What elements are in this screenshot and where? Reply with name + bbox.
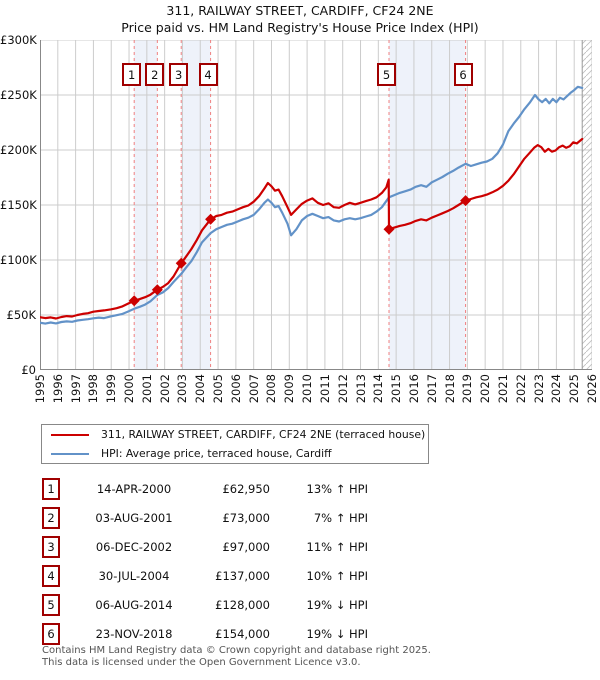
- sale-marker-point: [460, 195, 472, 207]
- table-row: 5 06-AUG-2014 £128,000 19% ↓ HPI: [42, 590, 382, 619]
- sale-hpi-diff: 10% ↑ HPI: [306, 568, 368, 583]
- y-axis-tick-label: £200K: [0, 143, 37, 157]
- x-axis-tick-label: 2024: [549, 374, 564, 404]
- hpi-line-swatch: [51, 452, 89, 455]
- sale-number-box: 6: [453, 63, 473, 86]
- sale-date: 06-AUG-2014: [95, 597, 173, 612]
- sale-price: £137,000: [215, 568, 270, 583]
- x-axis-tick-label: 2008: [264, 374, 279, 404]
- property-series-line: [40, 137, 584, 320]
- table-row: 4 30-JUL-2004 £137,000 10% ↑ HPI: [42, 561, 382, 590]
- sales-table: 1 14-APR-2000 £62,950 13% ↑ HPI 2 03-AUG…: [42, 474, 382, 648]
- property-line-swatch: [51, 433, 89, 436]
- sale-number-badge: 4: [42, 564, 60, 587]
- sale-number-badge: 5: [42, 593, 60, 616]
- x-axis-tick-label: 2023: [531, 374, 546, 404]
- sale-number-badge: 2: [42, 506, 60, 529]
- x-axis-tick-label: 2009: [282, 374, 297, 404]
- footer-line-2: This data is licensed under the Open Gov…: [42, 656, 361, 668]
- y-axis-tick-label: £0: [21, 363, 36, 377]
- x-axis-tick-label: 2025: [567, 374, 582, 404]
- sale-number-box: 1: [122, 63, 142, 86]
- y-axis-tick-label: £150K: [0, 198, 37, 212]
- sale-hpi-diff: 13% ↑ HPI: [306, 481, 368, 496]
- x-axis-tick-label: 2013: [353, 374, 368, 404]
- sale-marker-point: [128, 295, 140, 307]
- x-axis-tick-label: 1998: [86, 374, 101, 404]
- sale-hpi-diff: 19% ↓ HPI: [306, 597, 368, 612]
- x-axis-tick-label: 2002: [157, 374, 172, 404]
- x-axis-tick-label: 2004: [193, 374, 208, 404]
- sale-number-badge: 1: [42, 477, 60, 500]
- x-axis-tick-label: 2016: [406, 374, 421, 404]
- x-axis-tick-label: 1995: [33, 374, 47, 404]
- table-row: 6 23-NOV-2018 £154,000 19% ↓ HPI: [42, 619, 382, 648]
- chart-legend: 311, RAILWAY STREET, CARDIFF, CF24 2NE (…: [41, 424, 429, 464]
- x-axis-tick-label: 2010: [300, 374, 315, 404]
- x-axis-tick-label: 2012: [335, 374, 350, 404]
- sale-marker-point: [175, 257, 187, 269]
- sale-date: 30-JUL-2004: [98, 568, 170, 583]
- sale-hpi-diff: 7% ↑ HPI: [313, 510, 368, 525]
- x-axis-tick-label: 2014: [371, 374, 386, 404]
- x-axis-tick-label: 2015: [389, 374, 404, 404]
- x-axis-tick-label: 2011: [317, 374, 332, 404]
- copyright-footer: Contains HM Land Registry data © Crown c…: [42, 645, 582, 668]
- sale-marker-point: [205, 213, 217, 225]
- sale-date: 23-NOV-2018: [95, 626, 173, 641]
- legend-row-property: 311, RAILWAY STREET, CARDIFF, CF24 2NE (…: [42, 427, 428, 443]
- sale-price: £154,000: [215, 626, 270, 641]
- x-axis-tick-label: 1997: [68, 374, 83, 404]
- sale-date: 06-DEC-2002: [95, 539, 173, 554]
- sale-price: £62,950: [222, 481, 270, 496]
- table-row: 2 03-AUG-2001 £73,000 7% ↑ HPI: [42, 503, 382, 532]
- sale-price: £128,000: [215, 597, 270, 612]
- x-axis-tick-label: 2022: [513, 374, 528, 404]
- x-axis-tick-label: 2000: [122, 374, 137, 404]
- chart-plot-area: [40, 40, 592, 370]
- sale-hpi-diff: 11% ↑ HPI: [306, 539, 368, 554]
- x-axis-tick-label: 2018: [442, 374, 457, 404]
- x-axis-tick-label: 2019: [460, 374, 475, 404]
- x-axis-tick-label: 1999: [104, 374, 119, 404]
- y-axis-tick-label: £300K: [0, 33, 37, 47]
- x-axis-tick-label: 2003: [175, 374, 190, 404]
- sale-number-badge: 3: [42, 535, 60, 558]
- y-axis-tick-label: £250K: [0, 88, 37, 102]
- page-subtitle: Price paid vs. HM Land Registry's House …: [121, 20, 479, 35]
- hpi-series-line: [40, 85, 584, 325]
- x-axis-tick-label: 2006: [228, 374, 243, 404]
- legend-label-hpi: HPI: Average price, terraced house, Card…: [101, 447, 332, 460]
- x-axis-tick-label: 2026: [585, 374, 599, 404]
- table-row: 3 06-DEC-2002 £97,000 11% ↑ HPI: [42, 532, 382, 561]
- x-axis-tick-label: 2017: [424, 374, 439, 404]
- y-axis-tick-label: £50K: [6, 308, 37, 322]
- sale-number-box: 3: [169, 63, 189, 86]
- sale-number-badge: 6: [42, 622, 60, 645]
- page-title: 311, RAILWAY STREET, CARDIFF, CF24 2NE: [166, 3, 434, 18]
- y-axis-tick-label: £100K: [0, 253, 37, 267]
- sale-marker-point: [383, 223, 395, 235]
- sale-marker-point: [151, 284, 163, 296]
- x-axis-tick-label: 2021: [495, 374, 510, 404]
- sale-date: 14-APR-2000: [96, 481, 172, 496]
- sale-hpi-diff: 19% ↓ HPI: [306, 626, 368, 641]
- sale-number-box: 5: [377, 63, 396, 86]
- legend-label-property: 311, RAILWAY STREET, CARDIFF, CF24 2NE (…: [101, 428, 426, 441]
- x-axis-tick-label: 1996: [50, 374, 65, 404]
- sale-number-box: 2: [145, 63, 165, 86]
- footer-line-1: Contains HM Land Registry data © Crown c…: [42, 645, 431, 656]
- x-axis-tick-label: 2005: [211, 374, 226, 404]
- x-axis-tick-label: 2007: [246, 374, 261, 404]
- sale-price: £73,000: [222, 510, 270, 525]
- table-row: 1 14-APR-2000 £62,950 13% ↑ HPI: [42, 474, 382, 503]
- x-axis-tick-label: 2001: [139, 374, 154, 404]
- future-hatch-region: [582, 40, 592, 370]
- x-axis-tick-label: 2020: [478, 374, 493, 404]
- sale-number-box: 4: [198, 63, 218, 86]
- legend-row-hpi: HPI: Average price, terraced house, Card…: [42, 446, 428, 462]
- sale-date: 03-AUG-2001: [95, 510, 173, 525]
- sale-price: £97,000: [222, 539, 270, 554]
